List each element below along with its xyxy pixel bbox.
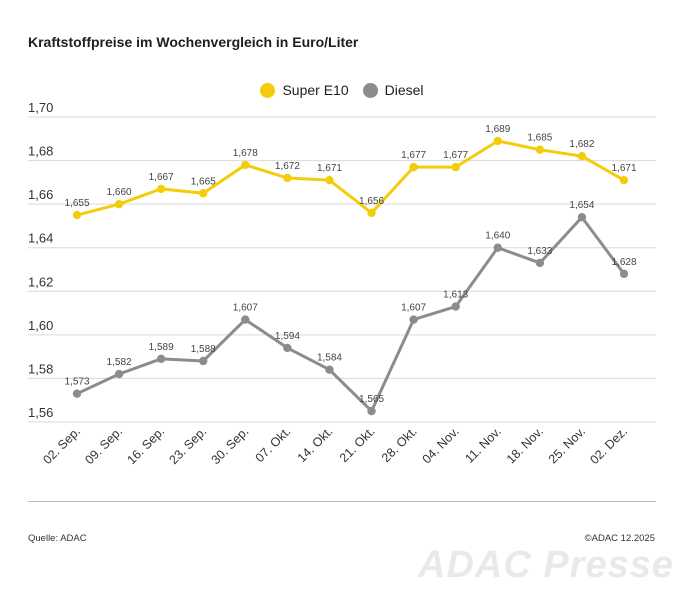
data-point-super [199, 189, 208, 198]
data-label-diesel: 1,584 [317, 353, 342, 364]
data-label-diesel: 1,607 [401, 303, 426, 314]
series-line-super [76, 139, 625, 217]
data-label-super: 1,665 [191, 176, 216, 187]
data-label-diesel: 1,582 [107, 357, 132, 368]
data-point-super [283, 173, 292, 183]
data-point-super [241, 160, 250, 170]
data-point-super [72, 210, 82, 220]
data-point-super [156, 184, 166, 194]
data-point-super [577, 152, 587, 161]
y-tick-label: 1,70 [28, 100, 53, 115]
footer-divider [28, 501, 656, 502]
legend: Super E10 Diesel [0, 82, 684, 98]
data-point-diesel [156, 354, 166, 364]
data-label-super: 1,672 [275, 161, 300, 172]
data-label-super: 1,677 [443, 150, 468, 161]
data-point-diesel [619, 269, 629, 279]
data-point-super [451, 162, 460, 172]
data-label-super: 1,677 [401, 150, 426, 161]
data-label-diesel: 1,633 [527, 246, 552, 257]
data-label-diesel: 1,640 [485, 231, 510, 242]
x-tick-label: 02. Dez. [587, 424, 630, 467]
x-tick-label: 28. Okt. [379, 424, 420, 465]
data-label-diesel: 1,628 [611, 257, 636, 268]
x-tick-label: 14. Okt. [295, 424, 336, 465]
data-label-diesel: 1,594 [275, 331, 300, 342]
data-label-diesel: 1,565 [359, 394, 384, 405]
data-label-super: 1,682 [569, 139, 594, 150]
copyright-note: ©ADAC 12.2025 [584, 533, 655, 544]
watermark: ADAC Presse [418, 544, 674, 586]
legend-swatch-diesel [362, 82, 378, 98]
data-point-diesel [283, 343, 292, 353]
data-label-super: 1,689 [485, 124, 510, 135]
data-label-diesel: 1,588 [191, 344, 216, 355]
line-chart: 1,56 1,58 1,60 1,62 1,64 1,66 1,68 1,70 02. Sep.… [28, 100, 656, 467]
data-point-diesel [114, 369, 124, 379]
y-tick-label: 1,56 [28, 405, 53, 420]
legend-item-diesel: Diesel [362, 82, 424, 98]
data-point-super [114, 199, 124, 209]
x-tick-label: 09. Sep. [82, 424, 125, 467]
data-label-super: 1,667 [149, 172, 174, 183]
chart-title: Kraftstoffpreise im Wochenvergleich in E… [28, 34, 359, 50]
data-point-super [325, 175, 334, 185]
x-tick-label: 16. Sep. [124, 424, 167, 467]
y-tick-label: 1,58 [28, 361, 53, 376]
x-tick-label: 02. Sep. [40, 424, 83, 467]
y-tick-label: 1,60 [28, 318, 53, 333]
data-label-super: 1,671 [317, 163, 342, 174]
x-tick-label: 18. Nov. [504, 424, 546, 466]
x-tick-label: 04. Nov. [420, 424, 462, 466]
data-label-diesel: 1,654 [569, 200, 594, 211]
y-tick-label: 1,62 [28, 274, 53, 289]
data-label-super: 1,671 [611, 163, 636, 174]
data-label-diesel: 1,613 [443, 290, 468, 301]
data-label-super: 1,655 [64, 198, 89, 209]
x-tick-label: 23. Sep. [167, 424, 210, 467]
legend-swatch-super [260, 82, 276, 98]
legend-label-diesel: Diesel [384, 82, 424, 98]
data-point-super [535, 145, 545, 154]
data-point-diesel [535, 258, 545, 268]
data-point-diesel [409, 315, 418, 324]
data-label-diesel: 1,589 [149, 342, 174, 353]
data-label-diesel: 1,607 [233, 303, 258, 314]
data-point-diesel [241, 315, 250, 324]
x-tick-label: 30. Sep. [209, 424, 252, 467]
data-point-super [493, 136, 502, 146]
x-tick-label: 25. Nov. [546, 424, 588, 466]
y-tick-label: 1,64 [28, 231, 53, 246]
x-tick-label: 21. Okt. [337, 424, 378, 465]
legend-item-super: Super E10 [260, 82, 349, 98]
data-point-super [367, 208, 376, 218]
data-point-diesel [199, 356, 208, 366]
data-label-super: 1,678 [233, 148, 258, 159]
x-tick-label: 07. Okt. [253, 424, 294, 465]
y-tick-label: 1,66 [28, 187, 53, 202]
data-point-super [409, 162, 418, 172]
x-tick-label: 11. Nov. [462, 424, 504, 466]
data-label-super: 1,660 [107, 187, 132, 198]
data-point-diesel [325, 365, 334, 374]
data-point-diesel [451, 302, 460, 311]
data-point-diesel [72, 389, 82, 398]
data-label-diesel: 1,573 [64, 377, 89, 388]
y-tick-label: 1,68 [28, 144, 53, 159]
data-point-diesel [577, 213, 587, 222]
data-point-diesel [367, 406, 376, 416]
source-note: Quelle: ADAC [28, 533, 87, 544]
series-line-diesel [76, 215, 626, 413]
data-label-super: 1,656 [359, 196, 384, 207]
data-point-diesel [493, 243, 502, 252]
data-point-super [619, 175, 629, 185]
legend-label-super: Super E10 [282, 82, 349, 98]
data-label-super: 1,685 [527, 133, 552, 144]
